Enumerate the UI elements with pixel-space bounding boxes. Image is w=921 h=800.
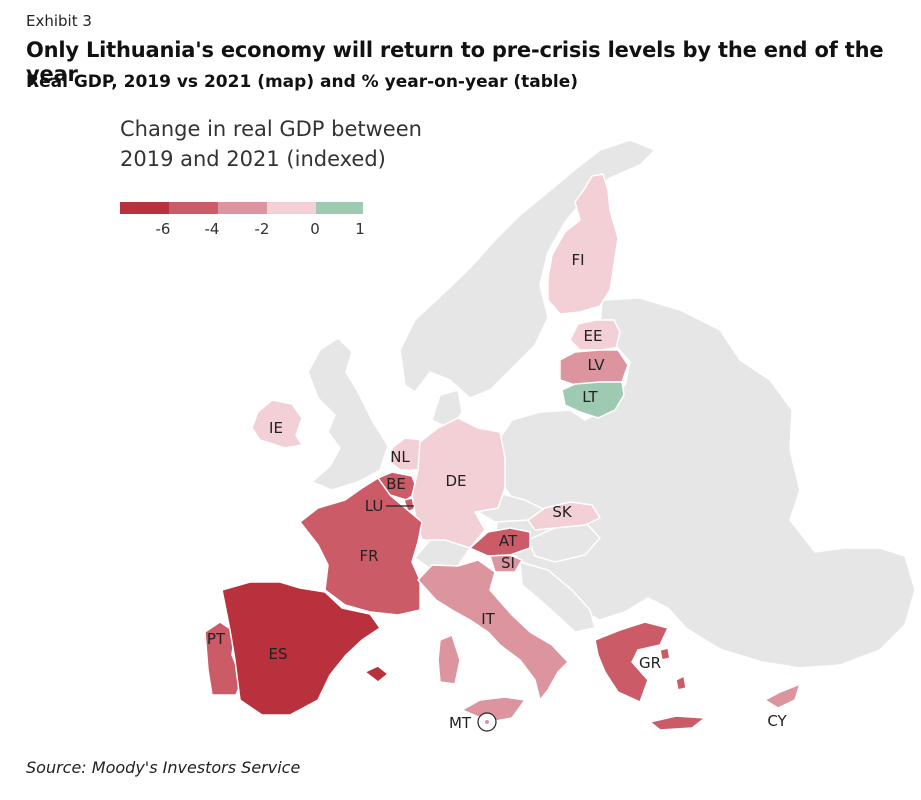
label-sk: SK <box>552 503 573 521</box>
legend-title-line-2: 2019 and 2021 (indexed) <box>120 147 386 171</box>
label-fi: FI <box>571 251 584 269</box>
label-it: IT <box>481 610 495 628</box>
label-ie: IE <box>269 419 283 437</box>
label-cy: CY <box>767 712 787 730</box>
country-fi[interactable] <box>547 173 619 315</box>
legend-tick-2: -2 <box>255 220 270 238</box>
label-mt: MT <box>449 714 472 732</box>
label-de: DE <box>445 472 466 490</box>
country-sk[interactable] <box>527 501 601 531</box>
country-lt[interactable] <box>561 381 625 419</box>
chart-title: Only Lithuania's economy will return to … <box>26 38 884 86</box>
uk-shape <box>307 337 389 491</box>
country-ie[interactable] <box>251 399 303 449</box>
label-lv: LV <box>588 356 606 374</box>
label-ee: EE <box>584 327 603 345</box>
chart-subtitle: Real GDP, 2019 vs 2021 (map) and % year-… <box>26 72 579 92</box>
euro-area-countries <box>204 173 801 731</box>
legend-tick-4: 1 <box>355 220 365 238</box>
legend-title: Change in real GDP between 2019 and 2021… <box>120 114 520 174</box>
label-be: BE <box>386 475 406 493</box>
label-at: AT <box>499 532 518 550</box>
label-gr: GR <box>639 654 661 672</box>
legend-bin-0 <box>120 202 169 214</box>
legend-bin-3 <box>267 202 316 214</box>
source-note: Source: Moody's Investors Service <box>26 758 301 777</box>
legend-bin-2 <box>218 202 267 214</box>
label-nl: NL <box>390 448 410 466</box>
country-mt[interactable] <box>485 720 489 724</box>
label-es: ES <box>269 645 288 663</box>
country-de[interactable] <box>411 417 506 549</box>
exhibit-label: Exhibit 3 <box>26 12 92 30</box>
label-fr: FR <box>359 547 378 565</box>
legend-tick-0: -6 <box>156 220 171 238</box>
label-lu: LU <box>365 497 384 515</box>
country-lv[interactable] <box>559 349 629 386</box>
legend-bin-1 <box>169 202 218 214</box>
country-fr[interactable] <box>299 477 423 616</box>
country-es[interactable] <box>221 581 389 716</box>
balkans-shape <box>519 560 596 633</box>
country-cy[interactable] <box>764 683 801 709</box>
legend-tick-3: 0 <box>310 220 320 238</box>
country-ee[interactable] <box>569 319 621 351</box>
legend-tick-1: -4 <box>205 220 220 238</box>
label-pt: PT <box>207 630 226 648</box>
legend-bin-4 <box>316 202 363 214</box>
country-gr[interactable] <box>594 621 706 731</box>
country-si[interactable] <box>489 554 523 573</box>
label-si: SI <box>501 554 515 572</box>
eastern-europe-shape <box>495 297 916 669</box>
legend-scale: -6 -4 -2 0 1 <box>120 202 365 238</box>
country-labels: FI EE LV LT IE NL BE LU DE FR SK AT SI I… <box>207 251 788 732</box>
eurozone-map: -6 -4 -2 0 1 <box>120 139 916 732</box>
legend-title-line-1: Change in real GDP between <box>120 117 422 141</box>
label-lt: LT <box>582 388 598 406</box>
scandinavia-shape <box>399 139 657 399</box>
